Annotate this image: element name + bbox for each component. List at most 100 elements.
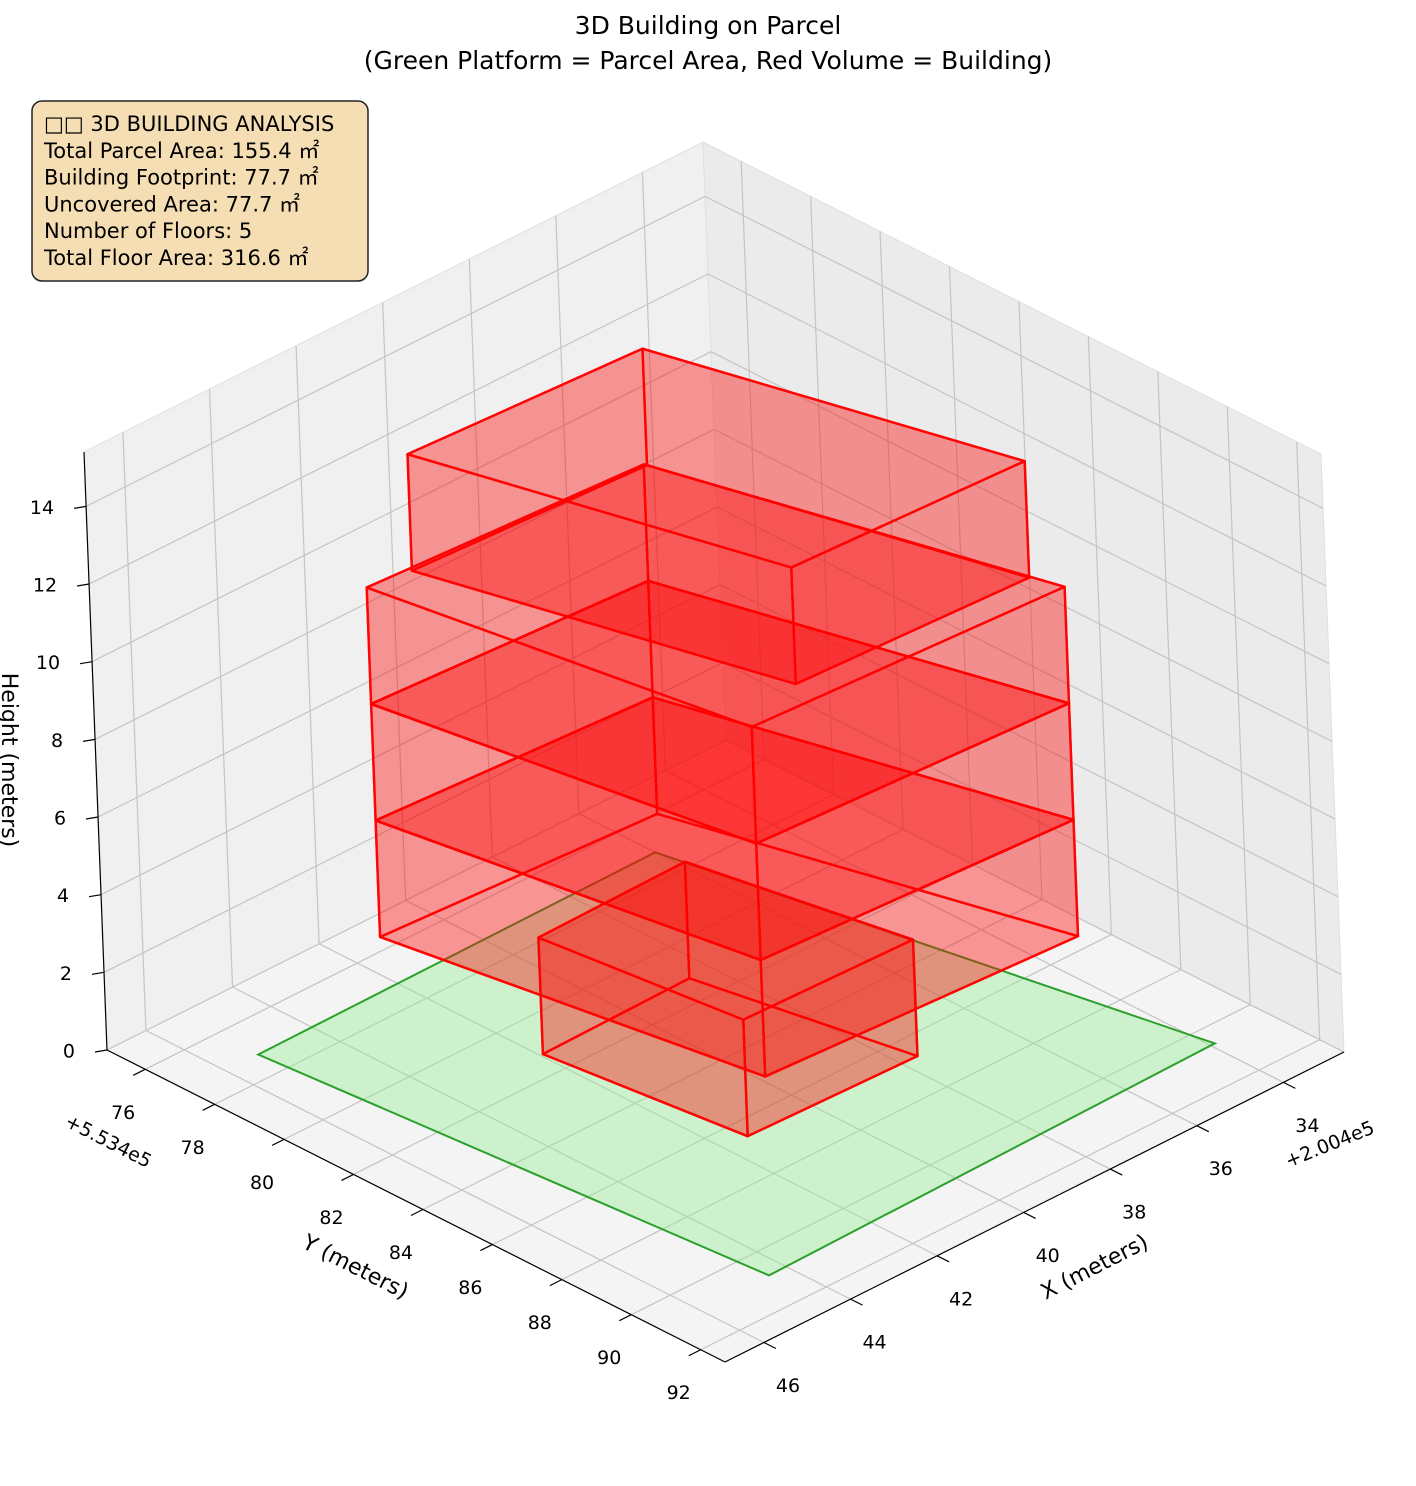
z-axis-label: Height (meters): [0, 673, 21, 848]
annotation-line: Total Floor Area: 316.6 ㎡: [43, 246, 309, 270]
grid-line: [713, 428, 1333, 742]
floor-side: [790, 459, 1031, 686]
grid-line: [353, 863, 973, 1175]
y-tick-label: 82: [319, 1207, 343, 1229]
grid-line: [382, 302, 407, 901]
z-tick-label: 4: [57, 885, 69, 907]
y-tick-label: 76: [111, 1102, 135, 1124]
grid-line: [1226, 406, 1251, 1005]
x-tick-label: 44: [862, 1332, 886, 1354]
y-offset-label: +5.534e5: [61, 1110, 155, 1172]
x-tick: [1196, 1125, 1210, 1133]
y-tick: [410, 1208, 424, 1217]
grid-line: [405, 899, 1024, 1213]
y-tick: [549, 1279, 563, 1287]
x-tick: [850, 1298, 863, 1306]
grid-line: [214, 793, 834, 1105]
z-axis-line: [83, 451, 108, 1051]
grid-line: [948, 266, 974, 865]
y-tick: [618, 1314, 632, 1322]
x-tick: [1283, 1081, 1296, 1089]
z-tick: [82, 738, 96, 742]
grid-line: [208, 389, 234, 988]
grid-line: [88, 273, 709, 585]
z-tick-label: 2: [60, 963, 72, 985]
annotation-line: Number of Floors: 5: [44, 219, 252, 243]
z-tick-label: 6: [54, 808, 66, 830]
annotation-line: □□ 3D BUILDING ANALYSIS: [44, 112, 334, 136]
grid-line: [232, 986, 851, 1300]
grid-line: [91, 351, 712, 663]
grid-line: [422, 898, 1043, 1211]
grid-line: [725, 739, 1345, 1053]
y-tick: [480, 1244, 493, 1252]
z-tick-label: 12: [33, 575, 57, 597]
grid-line: [1157, 371, 1182, 970]
annotation-line: Uncovered Area: 77.7 ㎡: [44, 192, 300, 216]
y-tick-label: 92: [667, 1382, 691, 1404]
grid-line: [85, 195, 706, 507]
grid-line: [318, 943, 938, 1257]
annotation-box: □□ 3D BUILDING ANALYSIS Total Parcel Area…: [31, 100, 369, 282]
y-tick: [688, 1349, 701, 1357]
grid-line: [555, 215, 580, 814]
grid-line: [719, 584, 1339, 898]
x-tick: [936, 1255, 950, 1263]
z-tick: [94, 1049, 108, 1053]
grid-line: [103, 661, 724, 973]
annotation-frame: [31, 100, 369, 282]
grid-line: [722, 661, 1342, 975]
y-axis-line: [106, 1049, 726, 1363]
x-tick-label: 34: [1295, 1115, 1319, 1137]
grid-line: [1087, 336, 1112, 935]
y-tick-label: 78: [181, 1137, 205, 1159]
grid-line: [144, 758, 765, 1070]
grid-line: [630, 1004, 1251, 1316]
z-tick: [73, 505, 87, 509]
grid-line: [122, 432, 147, 1031]
x-tick-label: 42: [949, 1288, 973, 1310]
grid-line: [578, 813, 1198, 1127]
parcel: [255, 851, 1218, 1277]
z-tick: [85, 816, 99, 820]
z-tick: [88, 894, 102, 898]
x-axis-label: X (meters): [1037, 1230, 1152, 1305]
grid-line: [641, 172, 666, 771]
floor-side: [365, 586, 758, 845]
grid-line: [879, 231, 904, 830]
grid-line: [1296, 441, 1321, 1040]
y-tick: [132, 1068, 146, 1076]
grid-line: [145, 1029, 765, 1344]
grid-line: [710, 351, 1330, 665]
axes-panes: [73, 141, 1346, 1363]
annotation-line: Total Parcel Area: 155.4 ㎡: [43, 139, 319, 163]
grid-line: [740, 161, 765, 760]
z-tick: [91, 971, 105, 975]
y-tick-label: 90: [597, 1347, 621, 1369]
x-tick-label: 46: [776, 1375, 800, 1397]
chart-subtitle: (Green Platform = Parcel Area, Red Volum…: [364, 46, 1053, 75]
grid-line: [295, 345, 320, 944]
y-tick: [202, 1103, 215, 1111]
grid-line: [468, 259, 493, 858]
y-tick-label: 88: [528, 1312, 552, 1334]
grid-line: [561, 969, 1182, 1281]
x-tick: [1109, 1168, 1123, 1176]
grid-line: [700, 1039, 1320, 1351]
grid-line: [704, 195, 1324, 509]
grid-line: [97, 506, 718, 818]
z-tick-label: 14: [30, 497, 54, 519]
annotation-line: Building Footprint: 77.7 ㎡: [44, 166, 319, 190]
x-tick-label: 36: [1209, 1158, 1233, 1180]
grid-line: [1018, 301, 1043, 900]
grid-line: [283, 828, 904, 1140]
grid-line: [810, 196, 835, 795]
floor-side: [742, 938, 919, 1138]
x-tick: [763, 1341, 777, 1350]
grid-line: [707, 273, 1327, 587]
x-tick: [1023, 1211, 1036, 1219]
chart-title: 3D Building on Parcel: [575, 11, 842, 40]
x-tick-label: 38: [1122, 1202, 1146, 1224]
z-tick-label: 0: [63, 1041, 75, 1063]
